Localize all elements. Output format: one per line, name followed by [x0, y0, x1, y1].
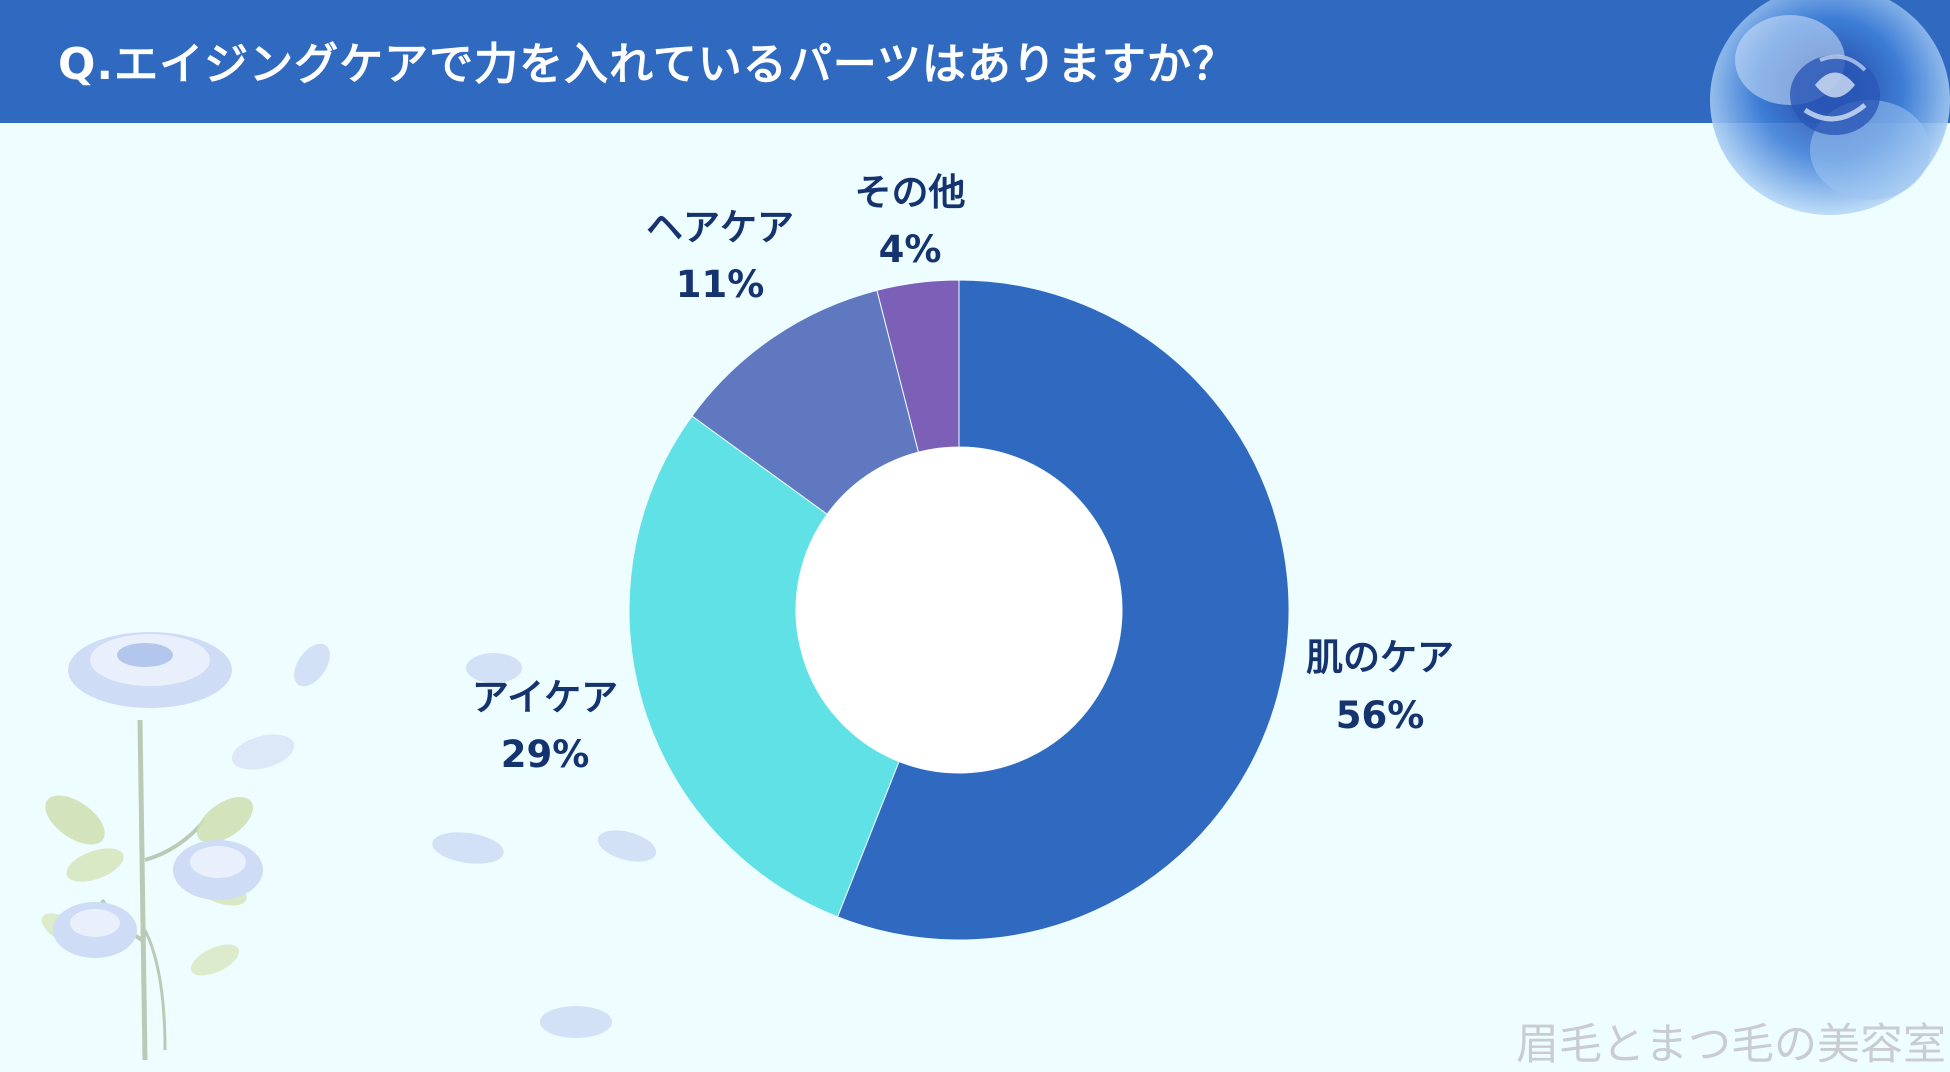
- slice-value-label: 11%: [676, 263, 765, 306]
- rose-branch-icon: [41, 632, 263, 1061]
- page-title: Q.エイジングケアで力を入れているパーツはありますか？: [58, 39, 1237, 90]
- watermark: 眉毛とまつ毛の美容室: [1516, 1020, 1946, 1070]
- petal-icon: [294, 643, 330, 687]
- rose-icon: [1710, 0, 1950, 215]
- slice-label: その他: [855, 171, 966, 214]
- petal-icon: [432, 832, 504, 864]
- slice-value-label: 29%: [501, 733, 590, 776]
- donut-hole: [796, 447, 1122, 773]
- slice-label: アイケア: [472, 676, 618, 719]
- petal-icon: [231, 734, 295, 770]
- header-bar: [0, 0, 1950, 123]
- slice-value-label: 4%: [879, 228, 942, 271]
- petal-icon: [540, 1006, 612, 1038]
- slice-value-label: 56%: [1336, 694, 1425, 737]
- slice-label: ヘアケア: [646, 206, 794, 249]
- petal-icon: [597, 830, 657, 862]
- slice-label: 肌のケア: [1306, 636, 1454, 679]
- petal-icon: [466, 653, 522, 683]
